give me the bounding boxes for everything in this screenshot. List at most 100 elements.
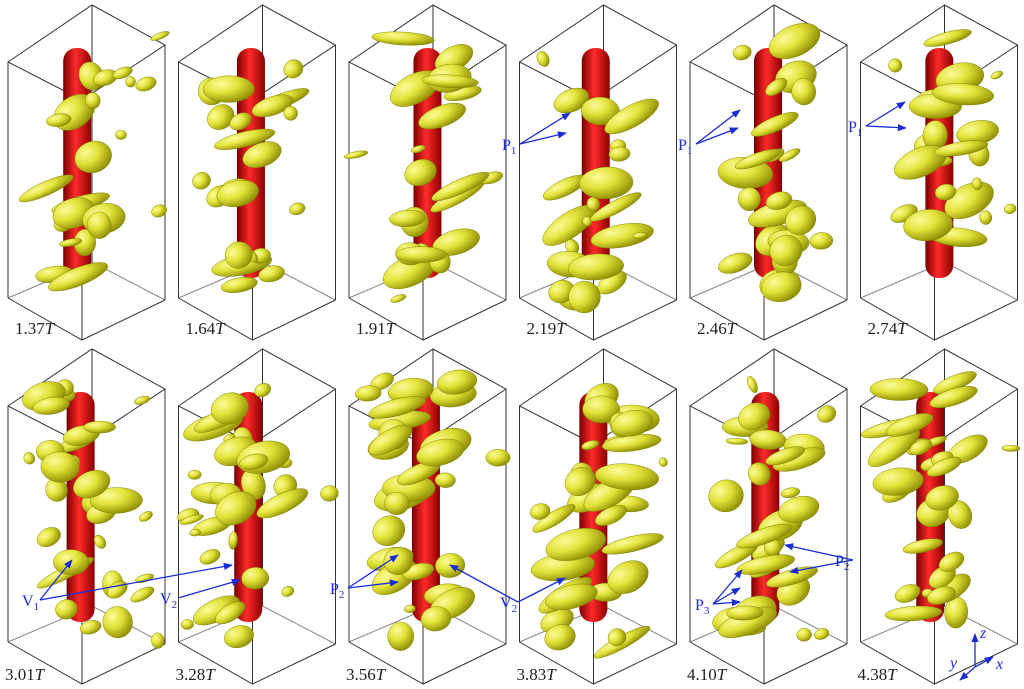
panel: 3.28T <box>176 349 340 684</box>
vortex-blob <box>387 621 415 651</box>
time-value: 2.46 <box>697 319 727 338</box>
annotation: P2 <box>330 581 344 601</box>
time-unit: T <box>546 665 557 684</box>
annotation-sub: 1 <box>857 127 863 139</box>
vortex-blob <box>22 450 37 466</box>
annotation-arrow <box>866 102 905 126</box>
time-unit: T <box>727 319 738 338</box>
time-unit: T <box>887 665 898 684</box>
annotation-arrow <box>866 126 906 128</box>
vortex-blob <box>151 632 165 649</box>
annotation-letter: V <box>22 593 34 610</box>
time-value: 1.91 <box>356 319 386 338</box>
annotation-sub: 1 <box>34 601 40 613</box>
vortex-blob <box>150 30 171 43</box>
annotation: V2 <box>500 595 517 615</box>
vortex-blob <box>1003 203 1017 215</box>
time-unit: T <box>556 319 567 338</box>
vortex-blob <box>150 202 169 219</box>
annotation-letter: P <box>848 119 857 136</box>
annotation-letter: P <box>695 597 704 614</box>
vortex-blob <box>319 484 339 502</box>
axis-label: y <box>948 655 958 672</box>
time-label: 3.01T <box>5 665 46 684</box>
annotation-sub: 1 <box>687 145 693 157</box>
vortex-blob <box>990 69 1004 80</box>
time-label: 2.19T <box>527 319 568 338</box>
vortex-blob <box>83 421 115 433</box>
vortex-blob <box>886 57 904 75</box>
annotation: V1 <box>22 593 39 613</box>
vortex-blob <box>125 76 135 87</box>
vortex-blob <box>870 378 929 401</box>
annotation-arrow <box>178 580 240 598</box>
vortex-blob <box>600 529 665 558</box>
annotation-letter: P <box>678 137 687 154</box>
annotation: P3 <box>695 597 710 617</box>
annotation-letter: P <box>502 137 511 154</box>
vortex-blob <box>809 232 833 250</box>
time-unit: T <box>897 319 908 338</box>
time-value: 4.38 <box>858 665 888 684</box>
vortex-blob <box>137 509 154 523</box>
vortex-blob <box>738 187 761 211</box>
time-value: 3.28 <box>176 665 206 684</box>
vortex-blob <box>101 604 135 640</box>
panel: 1.91T <box>344 5 506 340</box>
vortex-blob <box>390 293 407 304</box>
panel: 1.64T <box>179 5 336 340</box>
panel: 2.74T <box>861 5 1018 340</box>
vortex-blob <box>115 130 126 139</box>
panel: 1.37T <box>8 5 170 340</box>
annotation-arrow <box>520 133 566 144</box>
vortex-blob <box>128 584 156 605</box>
vortex-blob <box>1002 445 1020 451</box>
vortex-blob <box>344 149 369 160</box>
vortex-blob <box>53 549 89 575</box>
annotation-letter: P <box>330 581 339 598</box>
axis-arrow <box>975 657 993 667</box>
vortex-blob <box>198 546 223 567</box>
annotation-sub: 2 <box>512 603 518 615</box>
annotation-letter: V <box>160 591 172 608</box>
vortex-blob <box>367 510 410 551</box>
panel: 3.83T <box>517 349 677 684</box>
time-value: 3.56 <box>346 665 376 684</box>
annotation-arrow <box>520 113 570 144</box>
time-unit: T <box>717 665 728 684</box>
time-value: 3.01 <box>5 665 35 684</box>
vortex-blob <box>280 56 306 81</box>
vortex-blob <box>384 492 408 515</box>
vortex-blob <box>188 470 202 480</box>
figure: 1.37T1.64T1.91T2.19T2.46T2.74T3.01T3.28T… <box>0 0 1024 689</box>
time-label: 1.37T <box>15 319 56 338</box>
vortex-blob <box>190 169 214 192</box>
vortex-blob <box>34 524 64 551</box>
vortex-blob <box>922 26 973 50</box>
time-value: 3.83 <box>517 665 547 684</box>
time-label: 3.83T <box>517 665 558 684</box>
time-label: 4.38T <box>858 665 899 684</box>
time-label: 1.64T <box>186 319 227 338</box>
annotation: P1 <box>502 137 516 157</box>
annotation-arrow <box>696 110 740 144</box>
time-label: 3.56T <box>346 665 387 684</box>
annotation-sub: 3 <box>704 605 710 617</box>
vortex-blob <box>222 622 257 651</box>
time-label: 2.46T <box>697 319 738 338</box>
panel: 2.19T <box>520 5 677 340</box>
annotation-arrow <box>713 588 740 604</box>
annotation-sub: 2 <box>339 589 345 601</box>
time-unit: T <box>386 319 397 338</box>
vortex-blob <box>658 457 669 468</box>
annotation-sub: 2 <box>844 561 850 573</box>
time-unit: T <box>45 319 56 338</box>
time-unit: T <box>215 319 226 338</box>
time-label: 4.10T <box>687 665 728 684</box>
time-label: 2.74T <box>868 319 909 338</box>
vortex-blob <box>280 584 295 598</box>
time-unit: T <box>376 665 387 684</box>
vortex-blob <box>133 395 150 406</box>
vortex-blob <box>979 210 993 225</box>
vortex-blob <box>288 201 307 217</box>
